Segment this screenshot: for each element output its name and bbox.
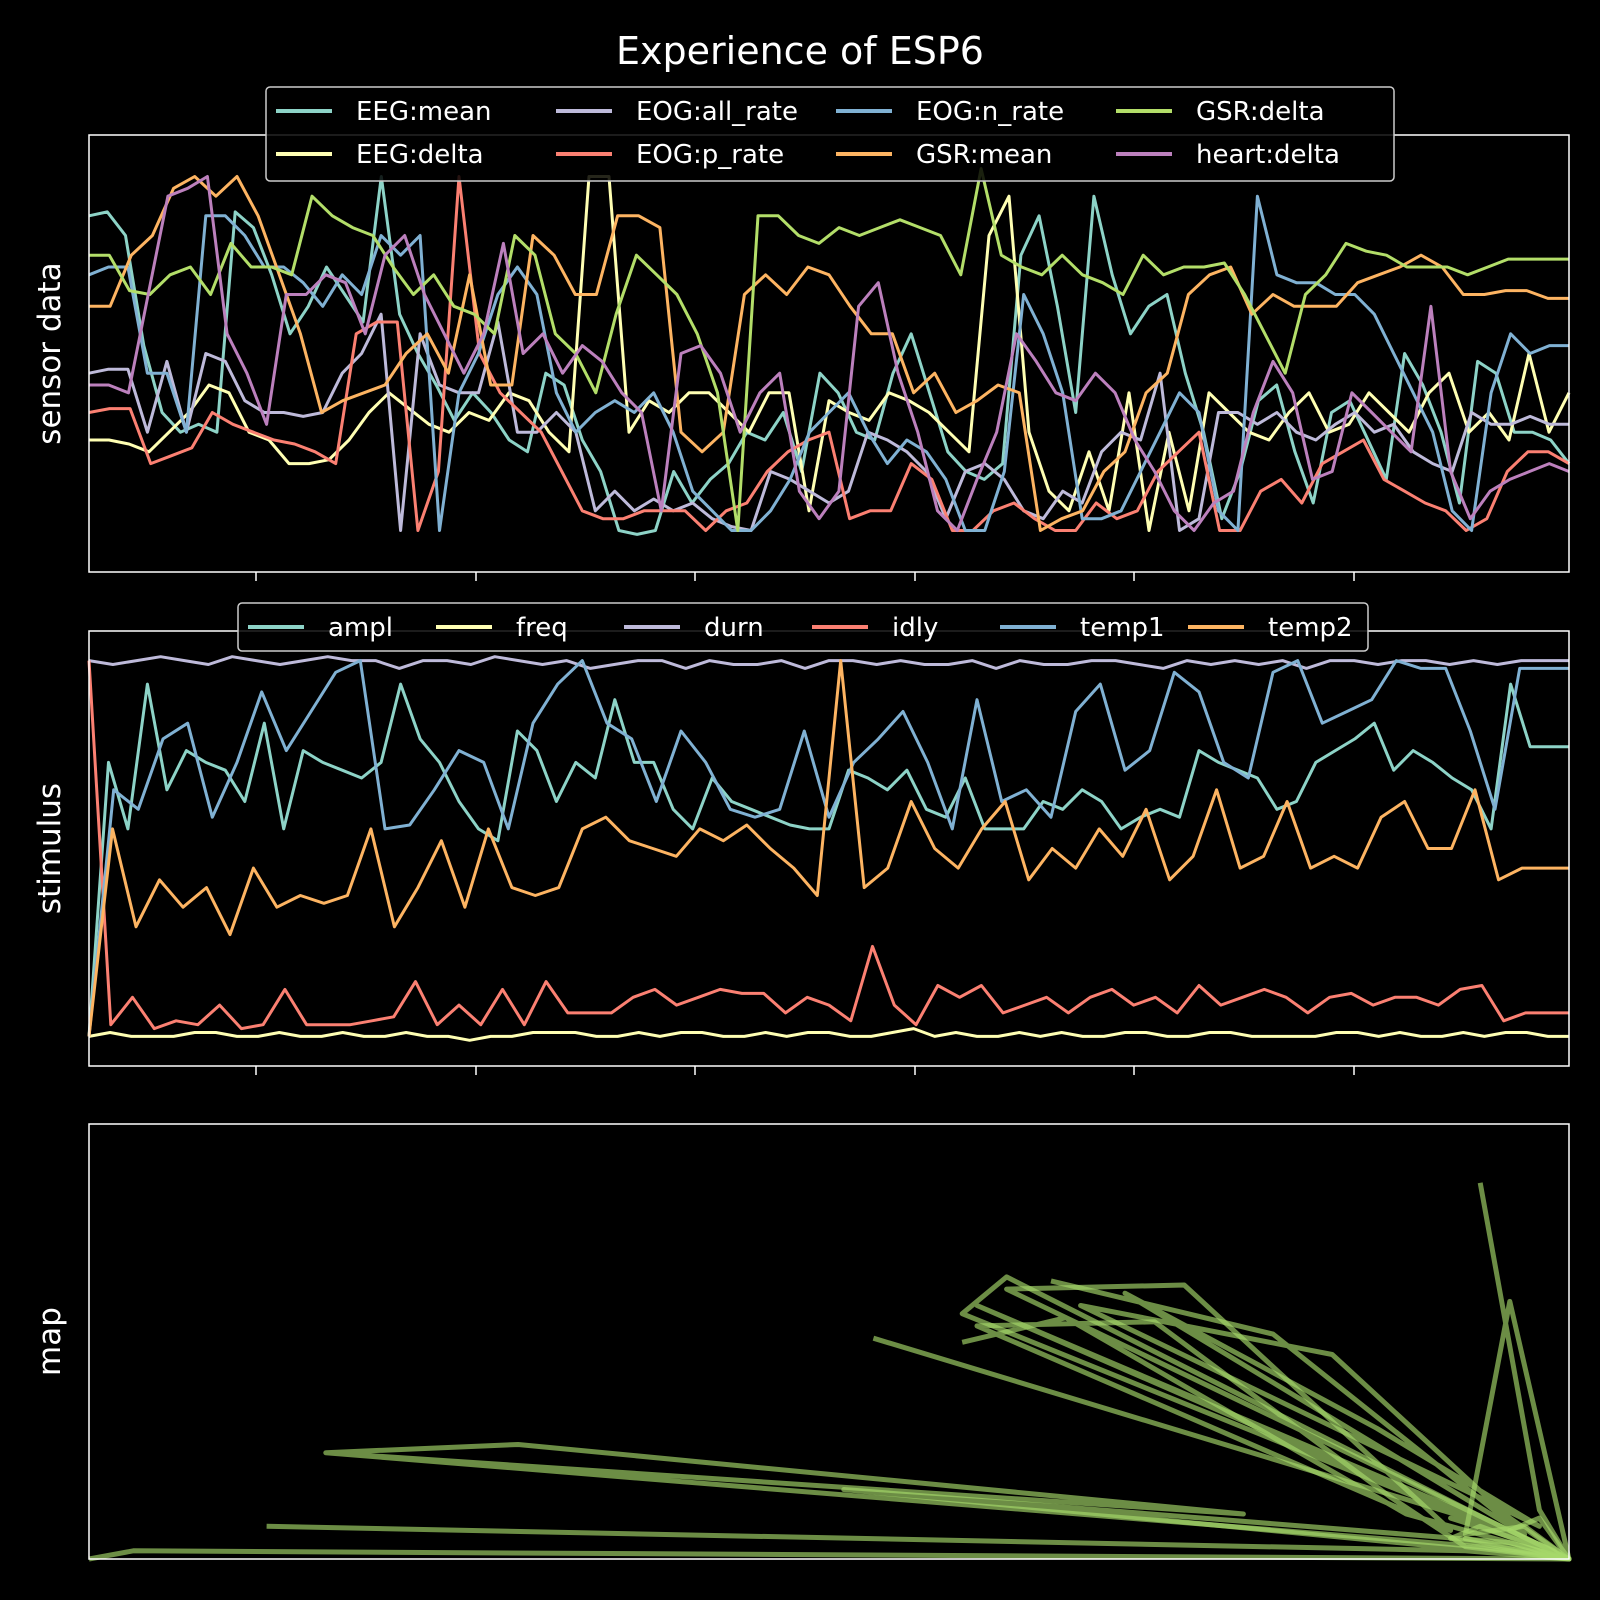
legend-label: temp2 [1268,613,1353,643]
legend-item: EOG:all_rate [556,97,798,127]
legend-label: idly [892,613,938,643]
chart-title: Experience of ESP6 [616,29,984,73]
panel-3: map [32,1123,1572,1562]
axes-frame [88,1123,1570,1560]
legend-label: GSR:delta [1196,97,1325,127]
series-line-2-4 [961,1282,1572,1562]
series-line-2-5 [1050,1278,1572,1562]
legend-item: freq [436,613,568,643]
legend-box [265,86,1395,182]
legend-item: ampl [248,613,393,643]
series-line-temp1 [87,659,1569,1037]
panel-1: sensor data EEG:mean EEG:delta EOG:all_rate… [32,86,1571,581]
legend-label: freq [516,613,568,643]
legend-label: EOG:n_rate [916,97,1064,127]
legend-label: EEG:delta [356,140,484,170]
legend-item: heart:delta [1116,140,1340,170]
series-line-2-6 [1462,1182,1572,1562]
legend-box [237,602,1369,652]
series-line-ampl [87,682,1569,1037]
legend-item: durn [624,613,764,643]
y-axis-label: stimulus [32,783,68,914]
legend-item: temp1 [1000,613,1165,643]
series-line-freq [88,1027,1569,1042]
legend-item: EEG:delta [276,140,484,170]
panel-2: stimulus ampl freq durn idly temp1 temp2 [32,602,1570,1075]
series-line-durn [88,655,1569,670]
legend-label: temp1 [1080,613,1165,643]
y-axis-label: sensor data [32,262,68,444]
series-line-heart-delta [89,175,1570,532]
series-line-eeg-delta [89,175,1571,532]
legend-label: durn [704,613,764,643]
series-line-gsr-mean [89,175,1569,532]
series-line-2-3 [872,1274,1572,1562]
y-axis-label: map [32,1307,68,1376]
legend-item: EEG:mean [276,97,492,127]
legend-label: EEG:mean [356,97,492,127]
series-line-eog-p-rate [88,175,1570,532]
legend: EEG:mean EEG:delta EOG:all_rate EOG:p_rate E… [265,86,1395,182]
series-line-eog-n-rate [88,194,1569,532]
legend-label: EOG:all_rate [636,97,798,127]
panels: sensor data EEG:mean EEG:delta EOG:all_rate… [32,86,1572,1562]
legend-item: EOG:n_rate [836,97,1064,127]
series-line-eeg-mean [88,175,1571,536]
legend-item: GSR:mean [836,140,1052,170]
series-line-gsr-delta [89,167,1569,532]
legend-label: heart:delta [1196,140,1340,170]
legend-label: ampl [328,613,393,643]
legend-item: temp2 [1188,613,1353,643]
legend: ampl freq durn idly temp1 temp2 [237,602,1369,652]
axes-frame [88,630,1570,1067]
legend-label: GSR:mean [916,140,1052,170]
legend-item: EOG:p_rate [556,140,784,170]
legend-label: EOG:p_rate [636,140,784,170]
series-line-temp2 [87,659,1569,1037]
series-line-eog-all-rate [88,312,1569,532]
legend-item: GSR:delta [1116,97,1325,127]
legend-item: idly [812,613,938,643]
series-line-idly [87,660,1569,1031]
